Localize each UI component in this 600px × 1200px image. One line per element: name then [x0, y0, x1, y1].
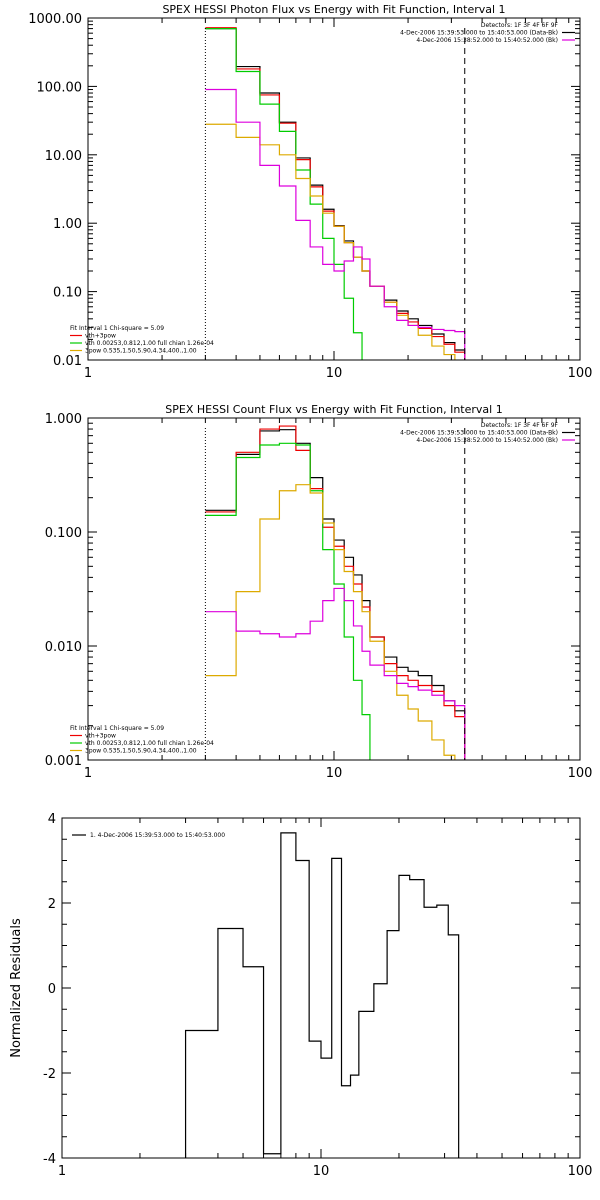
legend-entry: 1. 4-Dec-2006 15:39:53.000 to 15:40:53.0…	[90, 832, 225, 839]
y-tick-label: 1.00	[53, 217, 82, 232]
y-tick-label: -2	[43, 1067, 56, 1082]
legend-entry: vth+3pow	[85, 733, 116, 740]
series-line-2	[205, 425, 466, 760]
x-tick-label: 100	[568, 1164, 593, 1179]
header-line: Detectors: 1F 3F 4F 6F 9F	[481, 22, 559, 29]
x-tick-label: 100	[568, 766, 593, 781]
y-tick-label: 0.010	[45, 640, 82, 655]
chart-panel-1: SPEX HESSI Photon Flux vs Energy with Fi…	[28, 3, 592, 381]
chart-panel-2: SPEX HESSI Count Flux vs Energy with Fit…	[45, 403, 593, 781]
series-line-5	[205, 587, 466, 760]
header-line: 4-Dec-2006 15:39:53.000 to 15:40:53.000 …	[400, 430, 558, 437]
legend-entry: 3pow 0.535,1.50,5.90,4.34,400.,1.00	[85, 748, 197, 755]
legend-heading: Fit Interval 1 Chi-square = 5.09	[70, 325, 164, 332]
series-line-4	[205, 484, 456, 760]
y-tick-label: 2	[48, 897, 56, 912]
y-tick-label: 1.000	[45, 412, 82, 427]
plot-frame	[87, 17, 581, 361]
y-tick-label: 4	[48, 812, 56, 827]
x-tick-label: 100	[568, 366, 593, 381]
legend-entry: vth 0.00253,0.812,1.00 full chian 1.26e-…	[85, 740, 214, 747]
plot-frame	[61, 817, 581, 1159]
y-axis-label: Normalized Residuals	[9, 918, 24, 1058]
x-tick-label: 10	[313, 1164, 330, 1179]
x-tick-label: 1	[58, 1164, 66, 1179]
legend-heading: Fit Interval 1 Chi-square = 5.09	[70, 725, 164, 732]
legend-entry: vth+3pow	[85, 333, 116, 340]
header-line: 4-Dec-2006 15:38:52.000 to 15:40:52.000 …	[416, 437, 558, 444]
x-tick-label: 1	[84, 366, 92, 381]
legend-entry: 3pow 0.535,1.50,5.90,4.34,400.,1.00	[85, 348, 197, 355]
header-line: 4-Dec-2006 15:39:53.000 to 15:40:53.000 …	[400, 30, 558, 37]
plot-area	[205, 27, 466, 360]
chart-panels: SPEX HESSI Photon Flux vs Energy with Fi…	[9, 3, 592, 1179]
chart-title: SPEX HESSI Photon Flux vs Energy with Fi…	[162, 3, 505, 16]
legend-entry: vth 0.00253,0.812,1.00 full chian 1.26e-…	[85, 340, 214, 347]
header-line: Detectors: 1F 3F 4F 6F 9F	[481, 422, 559, 429]
y-tick-label: -4	[43, 1152, 56, 1167]
header-line: 4-Dec-2006 15:38:52.000 to 15:40:52.000 …	[416, 37, 558, 44]
y-tick-label: 10.00	[45, 149, 82, 164]
series-line-3	[205, 442, 371, 760]
y-tick-label: 0.001	[45, 754, 82, 769]
y-tick-label: 100.00	[37, 80, 83, 95]
chart-title: SPEX HESSI Count Flux vs Energy with Fit…	[165, 403, 502, 416]
x-tick-label: 10	[326, 366, 343, 381]
x-tick-label: 1	[84, 766, 92, 781]
series-line-1	[205, 429, 466, 760]
x-tick-label: 10	[326, 766, 343, 781]
y-tick-label: 0.100	[45, 526, 82, 541]
chart-panel-3: 1 10 100 -4 -2 0 2 4 Normalized Residuals 1. 4-De…	[9, 812, 592, 1179]
y-tick-label: 0.10	[53, 286, 82, 301]
plot-area	[205, 425, 466, 760]
y-tick-label: 0	[48, 982, 56, 997]
y-tick-label: 0.01	[53, 354, 82, 369]
series-line-5	[205, 88, 466, 360]
series-line-1	[184, 832, 460, 1158]
y-tick-label: 1000.00	[28, 12, 82, 27]
plot-area	[184, 832, 460, 1158]
plot-frame	[87, 417, 581, 761]
